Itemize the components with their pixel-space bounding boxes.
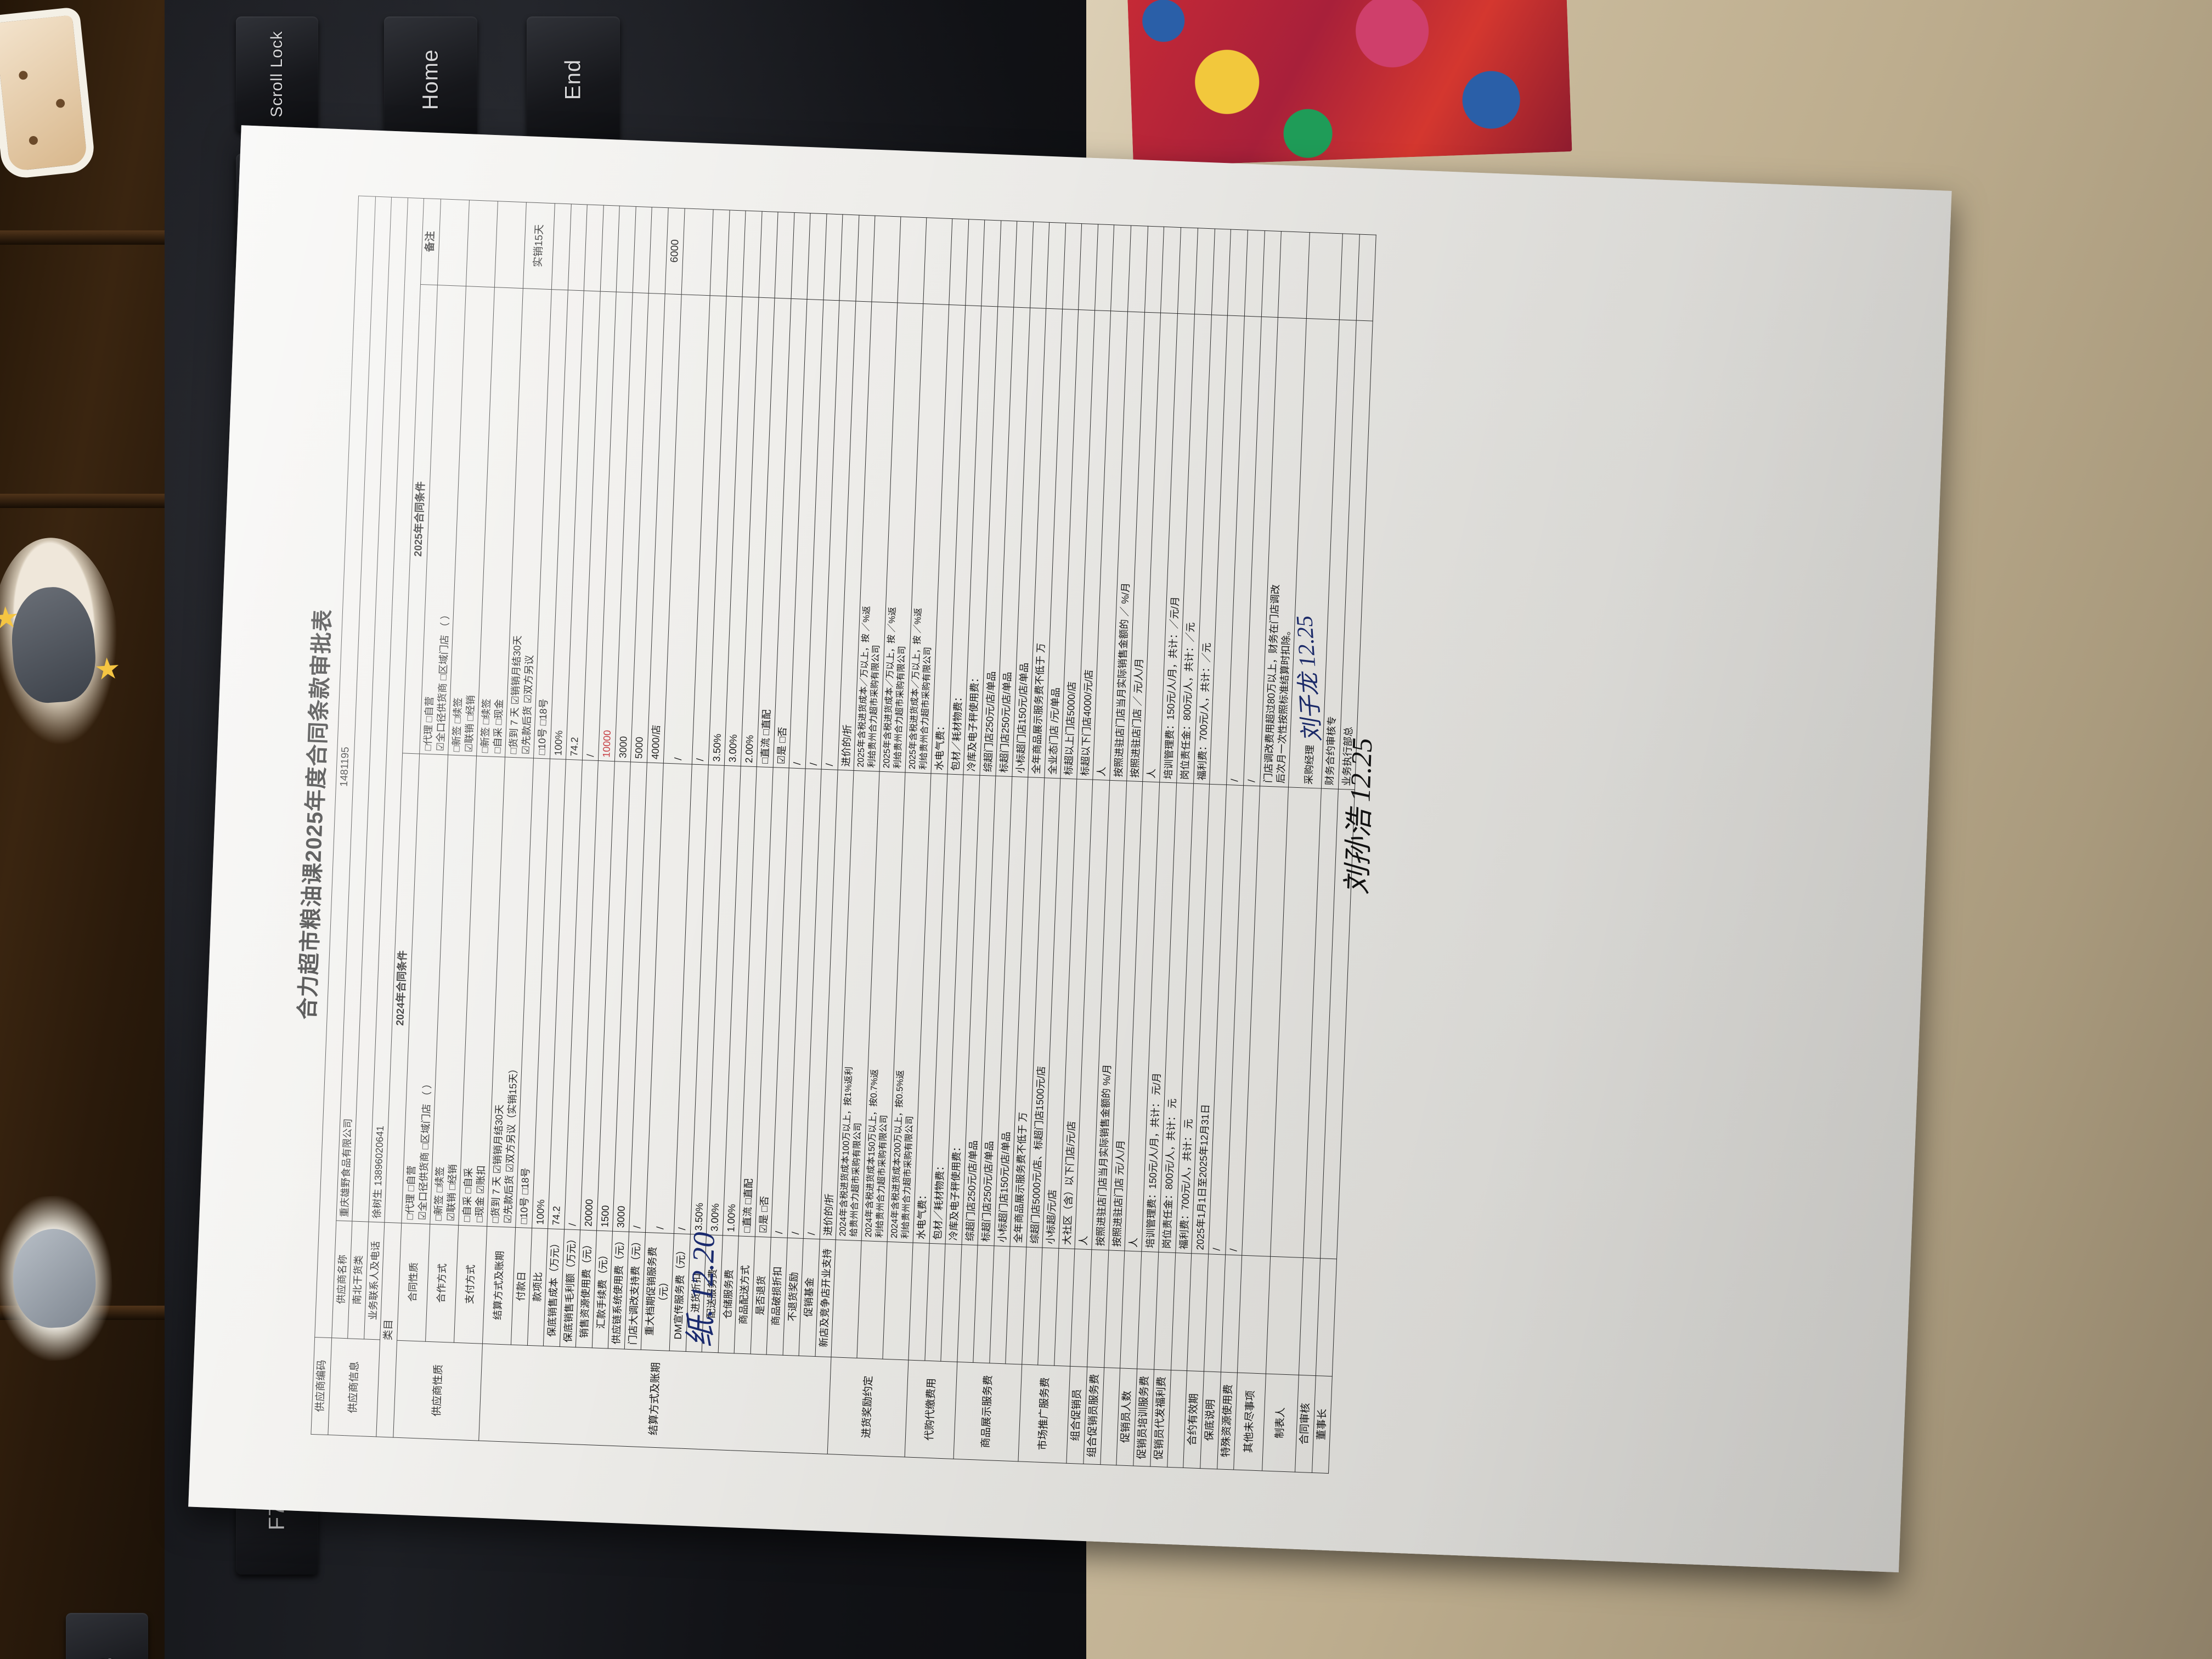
- label-signature-role: 董事长: [1312, 1375, 1333, 1474]
- handwritten-signature-mid: 刘孙浩 12.25: [1341, 737, 1379, 895]
- key-f3[interactable]: F3: [66, 1613, 148, 1659]
- cell-note: [872, 216, 901, 303]
- row-label-blank: [831, 1239, 862, 1358]
- key-home[interactable]: Home: [384, 16, 477, 143]
- label-purchase-reward: 进货奖励约定: [827, 1357, 909, 1457]
- row-label: 其他未尽事项: [1233, 1372, 1266, 1471]
- label-supplier-nature: 供应商性质: [393, 1340, 483, 1441]
- contract-table: 供应商编码 1481195 供应商信息 供应商名称 重庆雄野食品有限公司 南北干货类 业务联…: [311, 195, 1376, 1474]
- cell-note: [681, 208, 714, 296]
- label-supplier-info: 供应商信息: [328, 1338, 380, 1437]
- label-market-promo-fee: 市场推广服务费: [1018, 1364, 1070, 1464]
- cell-note: [1356, 234, 1376, 321]
- cell-note: [466, 200, 498, 287]
- row-label: 支付方式: [454, 1225, 487, 1344]
- cell-note: 实销15天: [523, 202, 555, 290]
- row-label: 合同性质: [397, 1223, 430, 1341]
- row-label: 重大档期促销服务费（元）: [641, 1232, 674, 1351]
- paper-sheet[interactable]: 合力超市粮油课2025年度合同条款审批表 供应商编码 1481195 供应商信息 供应…: [188, 125, 1952, 1573]
- row-label-blank: [1237, 1255, 1271, 1374]
- cell-note: [494, 201, 527, 289]
- handwritten-signature: 刘子龙 12.25: [1292, 614, 1326, 743]
- cell-note: [437, 199, 470, 286]
- label-settlement: 结算方式及账期: [478, 1343, 832, 1454]
- bread-sticker: [0, 6, 97, 180]
- row-label-blank: [883, 1242, 913, 1360]
- contract-form: 合力超市粮油课2025年度合同条款审批表 供应商编码 1481195 供应商信息 供应…: [273, 194, 1872, 1493]
- row-label-blank: [857, 1240, 888, 1359]
- label-display-fee: 商品展示服务费: [953, 1362, 1022, 1462]
- cell-note: [1278, 231, 1310, 319]
- signature-blank: [1266, 1256, 1304, 1375]
- cell-note: [1306, 232, 1343, 320]
- row-label: 结算方式及账期: [482, 1226, 516, 1345]
- floral-fabric: [1127, 0, 1572, 167]
- label-agency-fee: 代购代缴费用: [905, 1359, 957, 1459]
- tom-cat-sticker: [0, 1193, 116, 1364]
- cell-note: [923, 217, 953, 305]
- key-end[interactable]: End: [527, 16, 620, 143]
- key-scroll-lock[interactable]: Scroll Lock: [236, 16, 318, 132]
- handwritten-signature-top: 纸. 12.20: [683, 1231, 722, 1348]
- cell-note: [898, 216, 927, 304]
- label-signature-role: 制表人: [1262, 1373, 1299, 1472]
- row-label: 合作方式: [425, 1224, 459, 1342]
